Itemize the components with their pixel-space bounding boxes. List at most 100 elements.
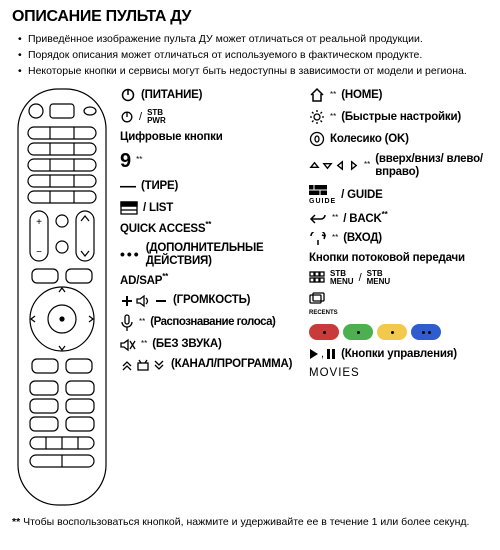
more-actions-item: ••• (ДОПОЛНИТЕЛЬНЫЕ ДЕЙСТВИЯ) — [120, 242, 299, 267]
voice-sup: ** — [139, 318, 145, 327]
right-icon — [348, 160, 359, 171]
streaming-header: Кнопки потоковой передачи — [309, 252, 488, 265]
speaker-icon — [136, 294, 152, 308]
ch-down-icon — [152, 358, 166, 372]
nine-icon: 9 — [120, 150, 131, 172]
streaming-label: Кнопки потоковой передачи — [309, 252, 465, 265]
back-sup: ** — [332, 214, 338, 223]
movies-item: MOVIES — [309, 367, 488, 380]
comma: , — [321, 348, 324, 360]
input-label: (ВХОД) — [343, 232, 382, 245]
left-column: (ПИТАНИЕ) / STBPWR Цифровые кнопки 9 ** —… — [120, 87, 299, 510]
home-label: (HOME) — [341, 89, 382, 102]
mute-sup: ** — [141, 340, 147, 349]
footnote-text: Чтобы воспользоваться кнопкой, нажмите и… — [23, 516, 469, 528]
slash: / — [139, 111, 142, 123]
nine-sup: ** — [136, 156, 142, 165]
mute-item: ** (БЕЗ ЗВУКА) — [120, 338, 299, 352]
numeric-label: Цифровые кнопки — [120, 131, 223, 144]
pause-icon — [326, 348, 336, 360]
note-item: Некоторые кнопки и сервисы могут быть не… — [18, 64, 488, 80]
svg-text:+: + — [36, 217, 42, 228]
stb-menu-1: STBMENU — [330, 270, 354, 286]
wheel-item: Колесико (OK) — [309, 131, 488, 147]
quick-access-item: QUICK ACCESS** — [120, 221, 299, 235]
power-label: (ПИТАНИЕ) — [141, 89, 202, 102]
guide-item: GUIDE / GUIDE — [309, 185, 488, 206]
numeric-item: Цифровые кнопки — [120, 131, 299, 144]
dash-item: — (ТИРЕ) — [120, 178, 299, 196]
green-button — [343, 324, 373, 340]
channel-item: (КАНАЛ/ПРО­ГРАММА) — [120, 358, 299, 372]
volume-item: (ГРОМКОСТЬ) — [120, 294, 299, 308]
dir-sup: ** — [364, 161, 370, 170]
recents-item: RECENTS — [309, 292, 488, 316]
down-icon — [322, 160, 333, 171]
input-item: ** (ВХОД) — [309, 232, 488, 246]
voice-label: (Распознавание голоса) — [150, 316, 275, 329]
left-icon — [335, 160, 346, 171]
ch-up-icon — [120, 358, 134, 372]
back-item: ** / BACK** — [309, 211, 488, 225]
dash-icon: — — [120, 178, 136, 196]
mute-label: (БЕЗ ЗВУКА) — [152, 338, 221, 351]
stb-menu-item: STBMENU / STBMENU — [309, 270, 488, 286]
directions-label: (вверх/вниз/ влево/ вправо) — [375, 153, 488, 178]
input-sup: ** — [332, 234, 338, 243]
playback-label: (Кнопки управления) — [341, 348, 457, 361]
home-icon — [309, 87, 325, 103]
yellow-button — [377, 324, 407, 340]
list-icon — [120, 201, 138, 215]
power-item: (ПИТАНИЕ) — [120, 87, 299, 103]
voice-item: ** (Распознавание голоса) — [120, 314, 299, 332]
list-item: / LIST — [120, 201, 299, 215]
recents-icon: RECENTS — [309, 292, 338, 316]
directions-item: ** (вверх/вниз/ влево/ вправо) — [309, 153, 488, 178]
play-icon — [309, 348, 319, 360]
mute-icon — [120, 338, 136, 352]
wheel-icon — [309, 131, 325, 147]
blue-button — [411, 324, 441, 340]
note-item: Порядок описания может отличаться от исп… — [18, 48, 488, 64]
stb-pwr-text: STBPWR — [147, 109, 166, 125]
ad-sap-label: AD/SAP** — [120, 273, 168, 287]
back-label: / BACK** — [343, 211, 387, 225]
remote-illustration: + − — [12, 87, 112, 510]
grid-icon — [309, 271, 325, 285]
more-actions-label: (ДОПОЛНИТЕЛЬНЫЕ ДЕЙСТВИЯ) — [146, 242, 296, 267]
stb-pwr-item: / STBPWR — [120, 109, 299, 125]
dash-label: (ТИРЕ) — [141, 180, 178, 193]
plus-icon — [120, 294, 134, 308]
guide-label: / GUIDE — [341, 189, 382, 202]
ch-icon — [136, 358, 150, 372]
settings-label: (Быстрые настройки) — [341, 111, 461, 124]
playback-item: , (Кнопки управления) — [309, 348, 488, 361]
quick-access-label: QUICK ACCESS** — [120, 221, 211, 235]
slash: / — [359, 272, 362, 284]
notes-list: Приведённое изображение пульта ДУ может … — [18, 32, 488, 79]
dots-icon: ••• — [120, 247, 141, 262]
red-button — [309, 324, 339, 340]
volume-label: (ГРОМКОСТЬ) — [173, 294, 250, 307]
home-sup: ** — [330, 91, 336, 100]
stb-menu-2: STBMENU — [367, 270, 391, 286]
svg-text:−: − — [36, 247, 42, 258]
wheel-label: Колесико (OK) — [330, 133, 409, 146]
input-icon — [309, 232, 327, 246]
ad-sap-item: AD/SAP** — [120, 273, 299, 287]
color-buttons — [309, 324, 488, 340]
settings-sup: ** — [330, 113, 336, 122]
gear-icon — [309, 109, 325, 125]
right-column: ** (HOME) ** (Быстрые настройки) Колесик… — [309, 87, 488, 510]
power-icon — [120, 87, 136, 103]
note-item: Приведённое изображение пульта ДУ может … — [18, 32, 488, 48]
channel-label: (КАНАЛ/ПРО­ГРАММА) — [171, 358, 292, 371]
nine-item: 9 ** — [120, 150, 299, 172]
footnote: ** Чтобы воспользоваться кнопкой, нажмит… — [12, 516, 488, 528]
home-item: ** (HOME) — [309, 87, 488, 103]
settings-item: ** (Быстрые настройки) — [309, 109, 488, 125]
up-icon — [309, 160, 320, 171]
mic-icon — [120, 314, 134, 332]
minus-icon — [154, 294, 168, 308]
back-icon — [309, 212, 327, 226]
